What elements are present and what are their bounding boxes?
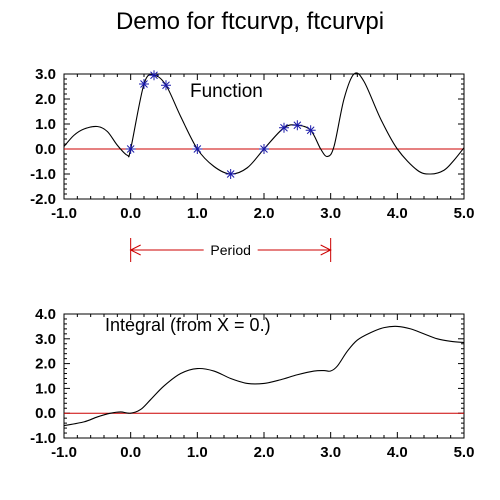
y-tick-label: 1.0 [35, 116, 56, 133]
y-tick-label: 2.0 [35, 356, 56, 373]
y-tick-label: 3.0 [35, 66, 56, 83]
integral-plot: -1.0 0.0 1.0 2.0 3.0 4.0 5.0 -1.0 0.0 1.0 2.0 3.0 4.… [30, 306, 474, 461]
y-tick-label: 3.0 [35, 331, 56, 348]
data-point-marker [149, 70, 159, 81]
data-point-marker [161, 80, 171, 91]
y-tick-label: -1.0 [30, 430, 56, 447]
plot-annotation: Function [190, 81, 263, 102]
x-tick-label: 3.0 [320, 205, 341, 222]
y-tick-label: -1.0 [30, 166, 56, 183]
series-line [63, 72, 465, 175]
data-point-marker [279, 122, 289, 133]
x-tick-label: 0.0 [120, 205, 141, 222]
x-tick-label: 2.0 [254, 205, 275, 222]
x-tick-label: 0.0 [120, 444, 141, 461]
x-tick-label: 2.0 [254, 444, 275, 461]
period-arrow-right [320, 244, 332, 256]
x-tick-label: -1.0 [51, 205, 77, 222]
x-tick-label: 4.0 [387, 444, 408, 461]
data-point-marker [139, 79, 149, 89]
y-tick-label: 0.0 [35, 141, 56, 158]
data-point-marker [259, 144, 269, 154]
period-label: Period [210, 242, 250, 258]
function-plot: -1.0 0.0 1.0 2.0 3.0 4.0 5.0-2.0-1.00.01.02.03… [30, 66, 474, 222]
series-line [63, 325, 465, 427]
plot-frame [63, 73, 465, 200]
plot-annotation: Integral (from X = 0.) [105, 315, 271, 335]
x-tick-label: 1.0 [187, 205, 208, 222]
x-tick-label: 5.0 [454, 444, 475, 461]
x-tick-label: 1.0 [187, 444, 208, 461]
x-tick-label: -1.0 [51, 444, 77, 461]
data-point-marker [225, 169, 236, 179]
x-tick-label: 3.0 [320, 444, 341, 461]
page-title: Demo for ftcurvp, ftcurvpi [115, 8, 385, 35]
y-tick-label: 1.0 [35, 380, 56, 397]
y-tick-label: 2.0 [35, 91, 56, 108]
y-tick-label: -2.0 [30, 191, 56, 208]
data-point-marker [305, 125, 316, 136]
data-point-marker [192, 144, 203, 154]
y-tick-label: 0.0 [35, 405, 56, 422]
y-tick-label: 4.0 [35, 306, 56, 323]
x-tick-label: 4.0 [387, 205, 408, 222]
period-arrow-left [129, 244, 141, 256]
x-tick-label: 5.0 [454, 205, 475, 222]
data-point-marker [292, 120, 303, 131]
data-point-marker [125, 144, 136, 154]
period-indicator: Period [129, 238, 332, 262]
